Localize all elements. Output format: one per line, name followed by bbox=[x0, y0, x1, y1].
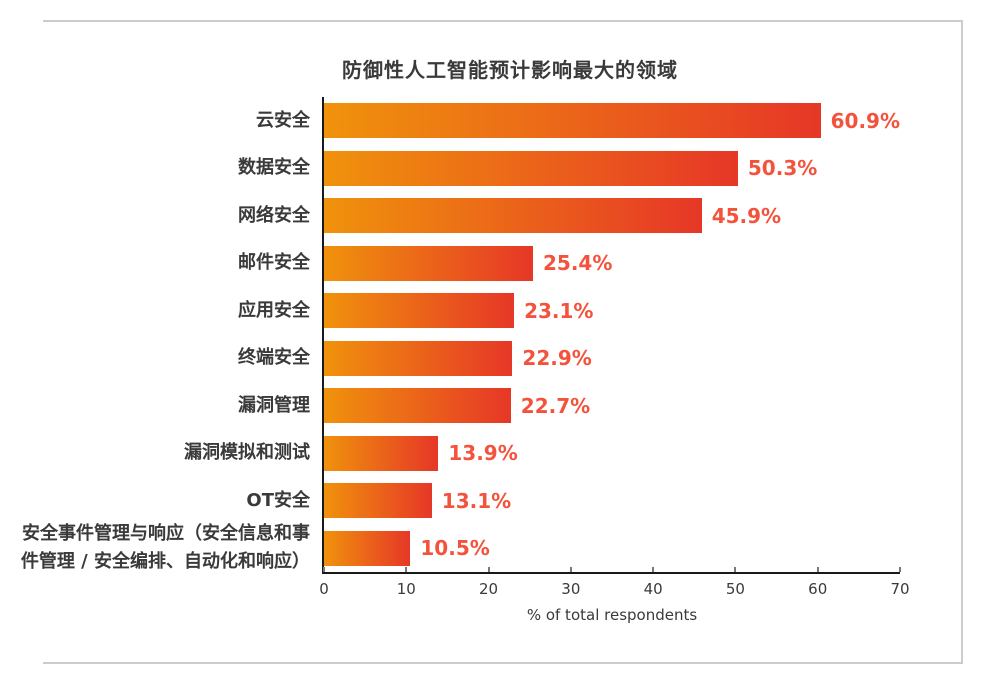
bar bbox=[324, 103, 821, 139]
chart-row: 漏洞管理 22.7% bbox=[238, 382, 900, 430]
plot-area: 云安全 60.9% 数据安全 50.3% 网络安全 45.9% 邮件安全 25.4% 应用安全 2… bbox=[21, 97, 910, 624]
value-label: 22.7% bbox=[520, 393, 591, 418]
bar bbox=[324, 340, 513, 376]
tick-label: 0 bbox=[319, 580, 329, 598]
bar bbox=[324, 245, 533, 281]
chart-row: 终端安全 22.9% bbox=[238, 335, 900, 383]
bar-rows: 云安全 60.9% 数据安全 50.3% 网络安全 45.9% 邮件安全 25.4% 应用安全 2… bbox=[21, 97, 900, 572]
value-label: 45.9% bbox=[711, 203, 782, 228]
value-label: 50.3% bbox=[747, 156, 818, 181]
bar bbox=[324, 483, 432, 519]
bar bbox=[324, 530, 411, 566]
category-label: OT安全 bbox=[246, 489, 310, 511]
x-axis-label: % of total respondents bbox=[526, 606, 698, 624]
bar bbox=[324, 293, 515, 329]
chart-row: 漏洞模拟和测试 13.9% bbox=[184, 430, 900, 478]
value-label: 22.9% bbox=[522, 346, 592, 371]
value-label: 60.9% bbox=[830, 108, 900, 133]
category-label: 网络安全 bbox=[238, 204, 310, 226]
value-label: 13.1% bbox=[441, 488, 512, 513]
value-label: 25.4% bbox=[543, 251, 613, 276]
category-label: 应用安全 bbox=[238, 299, 310, 321]
category-label: 漏洞管理 bbox=[238, 394, 310, 416]
category-label: 安全事件管理与响应（安全信息和事件管理 / 安全编排、自动化和响应） bbox=[20, 523, 310, 573]
category-label: 云安全 bbox=[256, 109, 310, 131]
tick-label: 60 bbox=[808, 580, 828, 598]
tick-label: 30 bbox=[561, 580, 581, 598]
bar bbox=[324, 198, 702, 234]
value-label: 23.1% bbox=[524, 298, 594, 323]
chart-row: 数据安全 50.3% bbox=[238, 145, 900, 193]
chart-row: 安全事件管理与响应（安全信息和事件管理 / 安全编排、自动化和响应） 10.5% bbox=[21, 523, 900, 572]
tick-label: 50 bbox=[725, 580, 745, 598]
tick-label: 10 bbox=[396, 580, 416, 598]
category-label: 漏洞模拟和测试 bbox=[184, 442, 310, 464]
chart-row: 云安全 60.9% bbox=[256, 97, 900, 145]
value-label: 10.5% bbox=[420, 536, 490, 561]
bar bbox=[324, 150, 738, 186]
chart-row: 网络安全 45.9% bbox=[238, 192, 900, 240]
category-label: 数据安全 bbox=[238, 157, 310, 179]
bar bbox=[324, 435, 439, 471]
tick-label: 20 bbox=[479, 580, 499, 598]
x-axis-tick-labels: 0 10 20 30 40 50 60 70 bbox=[319, 580, 909, 600]
bar bbox=[324, 388, 511, 424]
category-label: 终端安全 bbox=[238, 347, 310, 369]
chart-title: 防御性人工智能预计影响最大的领域 bbox=[342, 58, 678, 82]
category-label: 邮件安全 bbox=[238, 252, 310, 274]
chart-row: 邮件安全 25.4% bbox=[238, 240, 900, 288]
value-label: 13.9% bbox=[448, 441, 518, 466]
chart-row: 应用安全 23.1% bbox=[238, 287, 900, 335]
tick-label: 40 bbox=[643, 580, 663, 598]
tick-label: 70 bbox=[890, 580, 910, 598]
chart-row: OT安全 13.1% bbox=[246, 477, 900, 525]
